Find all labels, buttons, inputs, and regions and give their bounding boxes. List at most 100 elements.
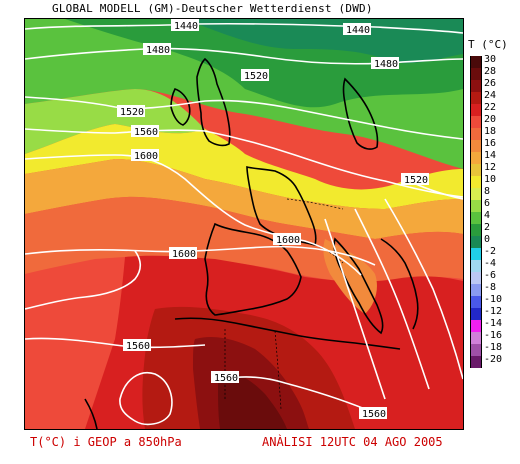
legend-label: 26 xyxy=(484,78,497,89)
legend-swatch xyxy=(470,188,482,200)
legend-label: -10 xyxy=(484,294,503,305)
contour-label-group-1520-west: 1520 xyxy=(117,105,145,118)
contour-east-3 xyxy=(384,198,463,380)
legend-entry: 28 xyxy=(470,66,520,80)
contour-label-group-1480-left: 1480 xyxy=(143,43,171,56)
legend-entry: 12 xyxy=(470,162,520,176)
legend-label: 20 xyxy=(484,114,497,125)
legend-label: 12 xyxy=(484,162,497,173)
legend-entry: -14 xyxy=(470,318,520,332)
contour-loop-africa xyxy=(119,372,173,426)
legend-label: -8 xyxy=(484,282,497,293)
contour-east-1 xyxy=(324,218,386,400)
contour-1600-north xyxy=(25,154,362,276)
legend-swatch xyxy=(470,140,482,152)
legend-entry: 26 xyxy=(470,78,520,92)
legend-swatch xyxy=(470,104,482,116)
contour-1560 xyxy=(25,128,463,198)
temperature-zone-yellow xyxy=(25,124,463,209)
country-borders xyxy=(224,198,344,410)
legend-label: 28 xyxy=(484,66,497,77)
contour-label-1600-upper: 1600 xyxy=(134,151,158,162)
map-title: GLOBAL MODELL (GM)-Deutscher Wetterdiens… xyxy=(52,2,373,15)
legend-label: 2 xyxy=(484,222,491,233)
legend-label: 16 xyxy=(484,138,497,149)
contour-label-1440-left: 1440 xyxy=(174,21,198,32)
contour-west-bend xyxy=(25,250,142,310)
legend-label: 6 xyxy=(484,198,491,209)
legend-entry: 6 xyxy=(470,198,520,212)
legend-entry: -10 xyxy=(470,294,520,308)
coastline-balkans xyxy=(380,238,419,330)
legend-entry: 30 xyxy=(470,54,520,68)
legend-label: 10 xyxy=(484,174,497,185)
contour-label-1600-west: 1600 xyxy=(172,249,196,260)
legend-label: -16 xyxy=(484,330,503,341)
temperature-zone-orange xyxy=(25,159,463,239)
coastlines xyxy=(84,57,419,429)
legend-label: -18 xyxy=(484,342,503,353)
coastline-ireland xyxy=(170,88,191,126)
contour-label-1480-left: 1480 xyxy=(146,45,170,56)
legend-swatch xyxy=(470,176,482,188)
legend-entry: 20 xyxy=(470,114,520,128)
contour-label-group-1440-left: 1440 xyxy=(171,19,199,32)
coastline-north-africa xyxy=(174,317,401,350)
legend-swatch xyxy=(470,344,482,356)
geopotential-contours xyxy=(25,22,463,426)
contour-1600-south xyxy=(25,245,376,266)
legend-swatch xyxy=(470,248,482,260)
legend-entry: -20 xyxy=(470,354,520,368)
legend-title: T (°C) xyxy=(468,38,508,51)
legend-label: 14 xyxy=(484,150,497,161)
legend-swatch xyxy=(470,164,482,176)
contour-label-group-1560-upper: 1560 xyxy=(131,125,159,138)
legend-swatch xyxy=(470,320,482,332)
legend-entry: 2 xyxy=(470,222,520,236)
coastline-british-isles xyxy=(196,57,231,147)
contour-label-group-1560-africa: 1560 xyxy=(211,371,239,384)
contour-label-1600-iberia: 1600 xyxy=(276,235,300,246)
legend-label: -20 xyxy=(484,354,503,365)
temperature-zone-mild-west xyxy=(25,89,205,154)
legend-entry: 8 xyxy=(470,186,520,200)
legend-entry: 18 xyxy=(470,126,520,140)
contour-label-group-1600-iberia: 1600 xyxy=(273,233,301,246)
temperature-legend: 30 28 26 24 22 20 18 16 14 12 10 8 6 4 2 0 -2 -4 -6 -8 -10 -1… xyxy=(470,54,520,386)
contour-label-1560-africa: 1560 xyxy=(214,373,238,384)
legend-swatch xyxy=(470,68,482,80)
contour-label-group-1520-east: 1520 xyxy=(401,173,429,186)
contour-label-group-1600-west: 1600 xyxy=(169,247,197,260)
contour-1560-south xyxy=(224,376,366,410)
legend-swatch xyxy=(470,224,482,236)
legend-label: 0 xyxy=(484,234,491,245)
temperature-map: 1440 1440 1480 1480 1520 1520 1520 1560 … xyxy=(24,18,464,430)
legend-swatch xyxy=(470,92,482,104)
contour-1440 xyxy=(25,22,463,34)
contour-label-1440-right: 1440 xyxy=(346,25,370,36)
legend-label: 22 xyxy=(484,102,497,113)
legend-entry: 24 xyxy=(470,90,520,104)
legend-entry: 0 xyxy=(470,234,520,248)
legend-entry: 22 xyxy=(470,102,520,116)
legend-swatch xyxy=(470,80,482,92)
legend-label: -2 xyxy=(484,246,497,257)
coastline-italy xyxy=(333,237,384,335)
legend-label: 8 xyxy=(484,186,491,197)
footer-variable-label: T(°C) i GEOP a 850hPa xyxy=(30,435,182,449)
coastline-west-africa xyxy=(84,398,98,429)
legend-swatch xyxy=(470,212,482,224)
contour-label-group-1520-north: 1520 xyxy=(241,69,269,82)
contour-label-1560-west: 1560 xyxy=(126,341,150,352)
legend-label: 4 xyxy=(484,210,491,221)
temperature-zone-maximum xyxy=(218,372,287,429)
legend-entry: -2 xyxy=(470,246,520,260)
legend-entry: -4 xyxy=(470,258,520,272)
contour-label-group-1480-right: 1480 xyxy=(371,57,399,70)
contour-label-group-1600-upper: 1600 xyxy=(131,149,159,162)
legend-entry: -16 xyxy=(470,330,520,344)
legend-swatch xyxy=(470,272,482,284)
legend-entry: -6 xyxy=(470,270,520,284)
contour-label-group-1440-right: 1440 xyxy=(343,23,371,36)
legend-entry: 4 xyxy=(470,210,520,224)
